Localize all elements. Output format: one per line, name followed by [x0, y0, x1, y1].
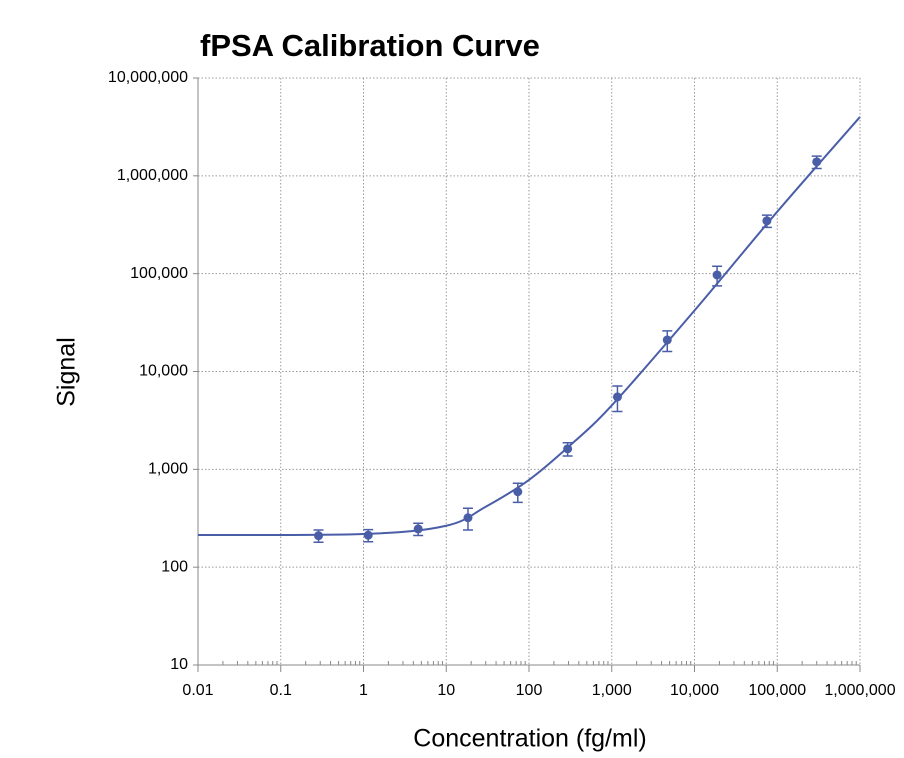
y-tick-label: 1,000,000	[117, 167, 188, 184]
data-point	[463, 513, 473, 523]
y-tick-label: 10,000,000	[108, 69, 188, 86]
x-tick-label: 1,000	[592, 682, 632, 699]
x-tick-label: 100,000	[748, 682, 806, 699]
x-axis-label: Concentration (fg/ml)	[413, 725, 646, 753]
data-point	[812, 157, 822, 167]
x-tick-label: 10	[437, 682, 455, 699]
y-tick-label: 100	[161, 558, 188, 575]
data-point	[712, 270, 722, 280]
x-tick-label: 10,000	[670, 682, 719, 699]
data-point	[612, 392, 622, 402]
chart-title: fPSA Calibration Curve	[200, 28, 540, 63]
y-tick-label: 10,000	[139, 363, 188, 380]
x-tick-label: 100	[516, 682, 543, 699]
y-tick-label: 100,000	[130, 265, 188, 282]
data-point	[314, 531, 324, 541]
y-tick-label: 1,000	[148, 461, 188, 478]
x-tick-label: 0.01	[182, 682, 213, 699]
x-tick-label: 0.1	[270, 682, 292, 699]
data-point	[513, 487, 523, 497]
fit-curve	[197, 116, 861, 537]
data-point	[413, 524, 423, 534]
data-point	[363, 530, 373, 540]
y-axis-label: Signal	[53, 337, 81, 407]
data-point	[563, 444, 573, 454]
data-point	[662, 335, 672, 345]
x-tick-label: 1	[359, 682, 368, 699]
data-point	[762, 216, 772, 226]
x-tick-label: 1,000,000	[824, 682, 895, 699]
y-tick-label: 10	[170, 656, 188, 673]
